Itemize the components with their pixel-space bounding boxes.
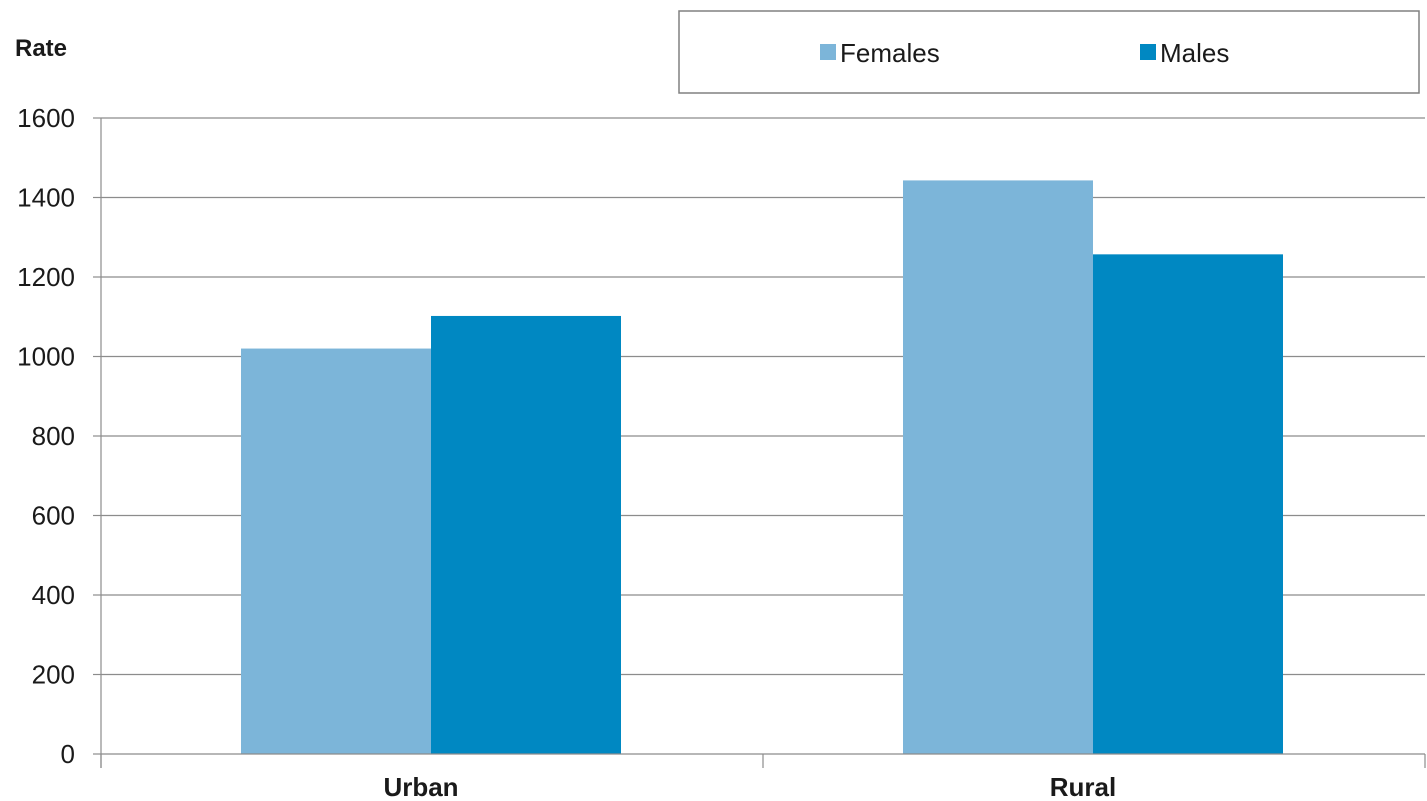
bars xyxy=(241,180,1283,755)
y-axis-label: Rate xyxy=(15,35,67,62)
legend-swatch-females xyxy=(820,44,836,60)
legend: Females Males xyxy=(678,10,1420,94)
bar-males-rural xyxy=(1093,254,1283,754)
y-tick-labels: 0 200 400 600 800 1000 1200 1400 1600 xyxy=(17,103,75,769)
legend-label-females: Females xyxy=(840,38,940,68)
legend-label-males: Males xyxy=(1160,38,1229,68)
axes xyxy=(100,118,1426,768)
y-tick-label: 0 xyxy=(61,739,75,769)
legend-swatch-males xyxy=(1140,44,1156,60)
bar-females-urban xyxy=(241,348,431,754)
x-category-label: Rural xyxy=(1050,772,1116,801)
category-labels: Urban Rural xyxy=(383,772,1116,801)
y-tick-label: 600 xyxy=(32,501,75,531)
y-tick-label: 800 xyxy=(32,421,75,451)
y-tick-label: 1400 xyxy=(17,183,75,213)
y-tick-label: 1200 xyxy=(17,262,75,292)
legend-box xyxy=(678,10,1420,94)
y-tick-label: 400 xyxy=(32,580,75,610)
x-category-label: Urban xyxy=(383,772,458,801)
y-tick-label: 1600 xyxy=(17,103,75,133)
bar-females-rural xyxy=(903,180,1093,755)
bar-males-urban xyxy=(431,315,621,754)
y-tick-label: 200 xyxy=(32,660,75,690)
y-tick-label: 1000 xyxy=(17,342,75,372)
